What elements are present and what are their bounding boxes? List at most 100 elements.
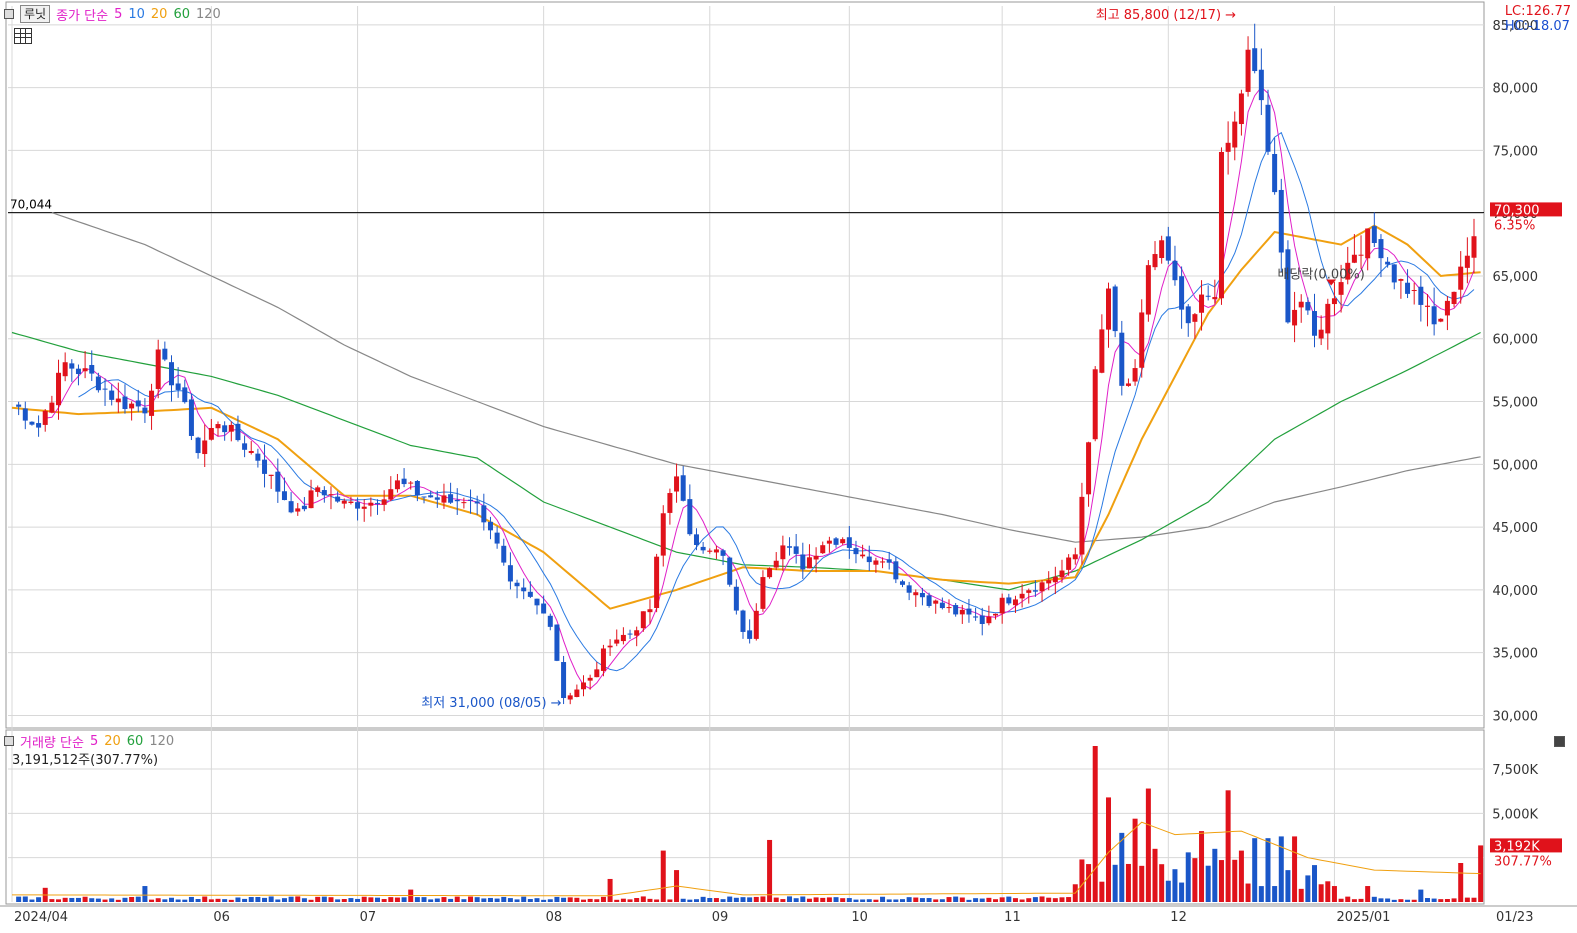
candle-body (740, 610, 746, 632)
price-tick-label: 85,000 (1493, 19, 1539, 34)
candle-body (886, 559, 892, 563)
vol-ma5-label[interactable]: 5 (89, 733, 99, 749)
candle-layer (16, 23, 1477, 705)
candle-body (1106, 288, 1111, 330)
candle-body (767, 568, 773, 578)
ma60-label[interactable]: 60 (173, 6, 190, 22)
candle-body (787, 546, 793, 548)
volume-bar (215, 898, 221, 902)
candle-body (315, 487, 321, 492)
candle-body (507, 565, 513, 582)
volume-bar (295, 896, 301, 902)
candle-body (1212, 297, 1218, 300)
candle-body (428, 495, 434, 498)
ma120-label[interactable]: 120 (196, 6, 221, 22)
candle-body (1378, 239, 1384, 259)
volume-bar (1285, 870, 1291, 902)
volume-layer (12, 746, 1484, 902)
vol-ma20-label[interactable]: 20 (104, 733, 121, 749)
candle-body (614, 639, 620, 644)
volume-bar (89, 898, 95, 902)
volume-bar (434, 898, 440, 902)
ticker-button[interactable]: 루닛 (20, 5, 51, 23)
candle-body (1032, 590, 1038, 592)
vol-ma60-label[interactable]: 60 (126, 733, 144, 749)
panel-menu-icon[interactable] (1554, 736, 1565, 747)
candle-body (594, 669, 600, 678)
volume-bar (401, 897, 407, 902)
volume-bar (1438, 899, 1444, 902)
volume-bar (281, 898, 287, 902)
candle-body (840, 539, 846, 544)
volume-bar (1451, 898, 1457, 902)
vol-ma120-label[interactable]: 120 (149, 733, 175, 749)
volume-bar (767, 839, 773, 902)
candle-body (700, 546, 706, 551)
candle-body (468, 499, 474, 501)
volume-bar (1099, 881, 1105, 902)
price-tick-label: 55,000 (1493, 396, 1539, 411)
volume-bar (1278, 836, 1284, 902)
candle-body (1278, 189, 1284, 253)
collapse-icon[interactable] (4, 9, 14, 19)
grid-icon[interactable] (14, 28, 32, 44)
volume-bar (959, 897, 965, 902)
volume-bar (979, 898, 985, 902)
candle-body (1119, 332, 1125, 386)
candle-body (1285, 249, 1291, 323)
candle-body (581, 682, 587, 690)
ma60-line (11, 331, 1481, 591)
volume-bar (69, 897, 75, 902)
volume-bar (341, 899, 347, 902)
candle-body (1225, 142, 1231, 152)
candle-body (1451, 291, 1457, 305)
candle-body (328, 494, 334, 496)
volume-legend: 거래량 단순 5 20 60 120 (4, 731, 174, 751)
candle-body (1325, 303, 1331, 334)
volume-bar (880, 896, 886, 902)
candle-body (408, 482, 414, 484)
volume-bar (1298, 888, 1304, 902)
time-tick-label: 11 (1004, 910, 1021, 925)
price-tick-label: 45,000 (1493, 521, 1539, 536)
volume-bar (62, 897, 68, 902)
candle-body (242, 443, 248, 450)
candle-body (109, 390, 115, 400)
candle-body (959, 609, 965, 615)
volume-bar (973, 898, 979, 902)
candle-body (733, 586, 739, 611)
candle-body (1391, 264, 1397, 283)
candle-body (441, 495, 447, 503)
candle-body (394, 480, 400, 490)
candle-body (660, 513, 666, 556)
candle-body (873, 560, 879, 565)
ma10-label[interactable]: 10 (128, 6, 145, 22)
volume-bar (1052, 898, 1058, 902)
ma20-label[interactable]: 20 (150, 6, 168, 22)
candle-body (288, 501, 294, 513)
time-tick-label: 2024/04 (14, 910, 68, 925)
candle-body (993, 613, 999, 616)
ma5-label[interactable]: 5 (114, 6, 123, 22)
volume-bar (262, 897, 268, 902)
candle-body (235, 423, 241, 441)
collapse-icon[interactable] (4, 736, 14, 746)
volume-bar (1012, 898, 1018, 902)
volume-bar (1458, 863, 1464, 902)
candle-body (620, 634, 626, 642)
candle-body (1125, 383, 1131, 386)
candle-body (899, 581, 905, 585)
volume-bar (693, 899, 699, 902)
volume-bar (919, 898, 925, 902)
volume-bar (554, 896, 560, 902)
candle-body (29, 421, 35, 425)
volume-bar (1351, 899, 1357, 902)
candle-body (149, 390, 155, 416)
volume-bar (222, 899, 228, 902)
volume-bar (627, 899, 633, 902)
dividend-marker-icon (1326, 279, 1337, 286)
volume-bar (255, 897, 261, 902)
candle-body (1152, 254, 1158, 268)
candle-body (1132, 368, 1138, 382)
